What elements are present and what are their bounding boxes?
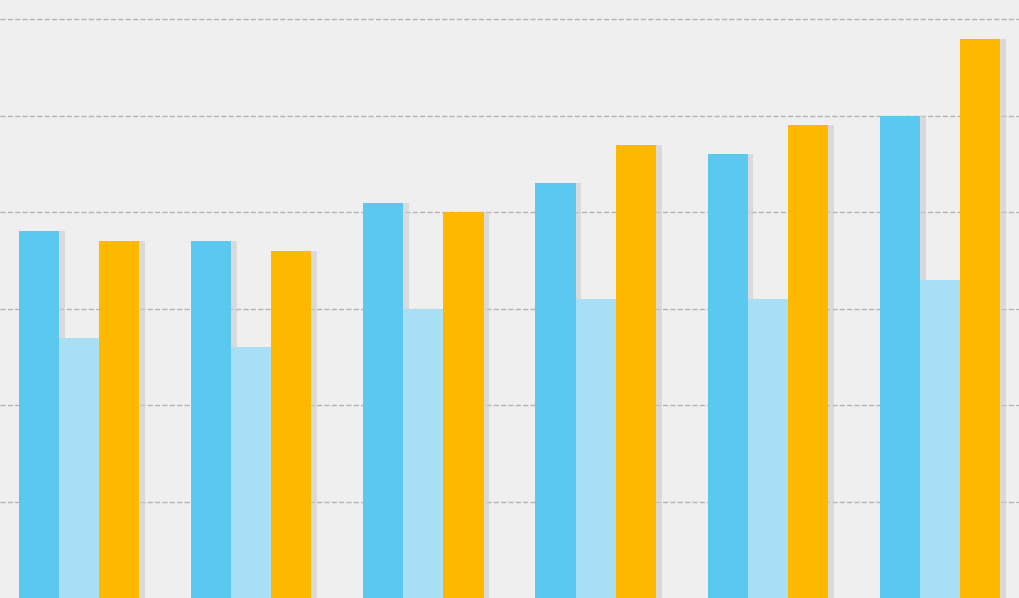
Bar [966, 39, 1006, 598]
Bar [748, 299, 788, 598]
Bar [191, 241, 231, 598]
Bar [363, 203, 404, 598]
Bar [541, 183, 581, 598]
Bar [449, 212, 489, 598]
Bar [277, 251, 317, 598]
Bar [535, 183, 576, 598]
Bar [576, 299, 615, 598]
Bar [713, 154, 753, 598]
Bar [64, 338, 105, 598]
Bar [920, 280, 960, 598]
Bar [960, 39, 1001, 598]
Bar [404, 309, 443, 598]
Bar [231, 347, 271, 598]
Bar [197, 241, 236, 598]
Bar [24, 231, 64, 598]
Bar [409, 309, 449, 598]
Bar [271, 251, 312, 598]
Bar [622, 145, 661, 598]
Bar [925, 280, 966, 598]
Bar [886, 116, 925, 598]
Bar [615, 145, 656, 598]
Bar [236, 347, 277, 598]
Bar [18, 231, 59, 598]
Bar [59, 338, 99, 598]
Bar [879, 116, 920, 598]
Bar [369, 203, 409, 598]
Bar [99, 241, 140, 598]
Bar [581, 299, 622, 598]
Bar [707, 154, 748, 598]
Bar [443, 212, 484, 598]
Bar [788, 126, 828, 598]
Bar [753, 299, 794, 598]
Bar [794, 126, 834, 598]
Bar [105, 241, 145, 598]
